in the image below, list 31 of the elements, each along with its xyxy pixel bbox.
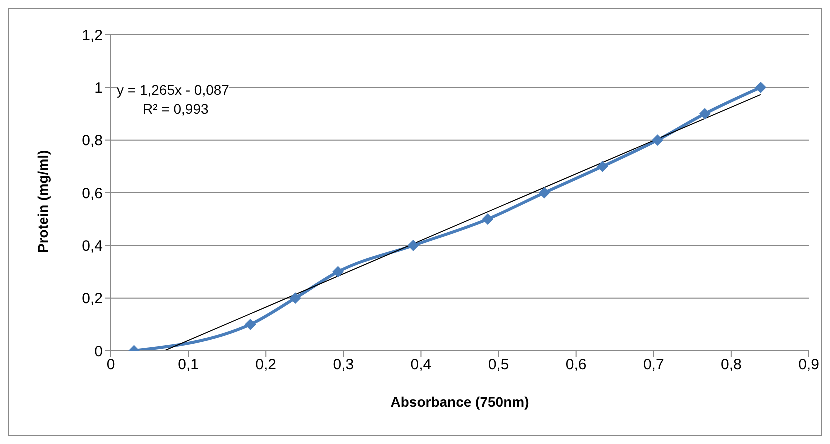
x-tick-label: 0,4 xyxy=(410,356,432,374)
x-tick-label: 0,8 xyxy=(721,356,742,374)
annotation: R² = 0,993 xyxy=(142,100,210,119)
point xyxy=(245,319,256,330)
x-tick-label: 0,7 xyxy=(643,356,664,374)
annotation: y = 1,265x - 0,087 xyxy=(117,81,230,100)
y-axis-title: Protein (mg/ml) xyxy=(34,150,51,253)
point xyxy=(755,82,766,94)
y-tick-label: 1,2 xyxy=(82,27,103,44)
x-tick-label: 0,1 xyxy=(178,356,199,374)
y-tick-label: 0,6 xyxy=(82,185,103,202)
point xyxy=(652,134,664,146)
point xyxy=(539,188,550,198)
x-tick-label: 0,6 xyxy=(566,356,587,374)
x-tick-label: 0,2 xyxy=(256,356,277,374)
y-tick-label: 0,8 xyxy=(82,132,103,150)
point xyxy=(332,266,344,278)
point xyxy=(700,108,711,120)
point xyxy=(482,214,494,225)
point xyxy=(597,161,608,172)
x-tick-label: 0,5 xyxy=(488,356,510,374)
x-tick-label: 0,3 xyxy=(333,356,354,374)
y-tick-label: 0,2 xyxy=(82,290,103,308)
point xyxy=(408,240,419,252)
y-tick-label: 0,4 xyxy=(82,238,103,255)
y-tick-label: 1 xyxy=(94,80,103,97)
point xyxy=(290,292,302,304)
x-tick-label: 0,9 xyxy=(798,356,820,374)
y-tick-label: 0 xyxy=(94,343,103,360)
x-axis-title: Absorbance (750nm) xyxy=(390,394,530,410)
x-tick-label: 0 xyxy=(106,356,116,374)
